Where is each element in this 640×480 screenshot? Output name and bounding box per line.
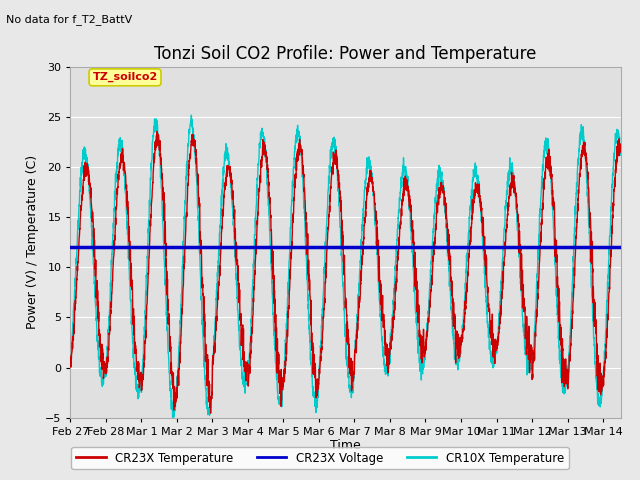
- Y-axis label: Power (V) / Temperature (C): Power (V) / Temperature (C): [26, 156, 40, 329]
- Text: TZ_soilco2: TZ_soilco2: [92, 72, 157, 83]
- Legend: CR23X Temperature, CR23X Voltage, CR10X Temperature: CR23X Temperature, CR23X Voltage, CR10X …: [71, 447, 569, 469]
- Text: No data for f_T2_BattV: No data for f_T2_BattV: [6, 14, 132, 25]
- Title: Tonzi Soil CO2 Profile: Power and Temperature: Tonzi Soil CO2 Profile: Power and Temper…: [154, 45, 537, 63]
- X-axis label: Time: Time: [330, 439, 361, 453]
